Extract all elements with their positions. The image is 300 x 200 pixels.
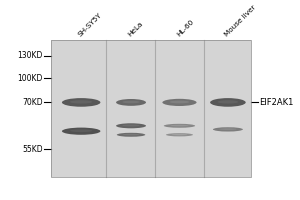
Text: Mouse liver: Mouse liver [224, 4, 257, 38]
Text: EIF2AK1: EIF2AK1 [259, 98, 294, 107]
Ellipse shape [162, 99, 196, 106]
Bar [51, 40, 251, 177]
Text: 55KD: 55KD [22, 145, 43, 154]
Ellipse shape [116, 123, 146, 128]
Text: SH-SY5Y: SH-SY5Y [77, 12, 103, 38]
Ellipse shape [122, 125, 140, 126]
Ellipse shape [213, 127, 243, 132]
Text: 100KD: 100KD [17, 74, 43, 83]
Ellipse shape [219, 128, 237, 130]
Ellipse shape [62, 98, 100, 107]
Ellipse shape [116, 99, 146, 106]
Ellipse shape [172, 134, 187, 135]
Bar [51, 40, 251, 177]
Ellipse shape [62, 128, 100, 135]
Ellipse shape [218, 100, 238, 104]
Ellipse shape [123, 134, 139, 135]
Ellipse shape [164, 124, 195, 128]
Ellipse shape [170, 125, 189, 126]
Ellipse shape [166, 133, 193, 136]
Text: 70KD: 70KD [22, 98, 43, 107]
Ellipse shape [70, 129, 92, 132]
Text: 130KD: 130KD [17, 51, 43, 60]
Ellipse shape [169, 101, 189, 103]
Ellipse shape [210, 98, 246, 107]
Text: HL-60: HL-60 [175, 18, 194, 38]
Ellipse shape [122, 101, 140, 103]
Ellipse shape [117, 133, 145, 137]
Text: HeLa: HeLa [127, 20, 144, 38]
Ellipse shape [70, 100, 92, 104]
